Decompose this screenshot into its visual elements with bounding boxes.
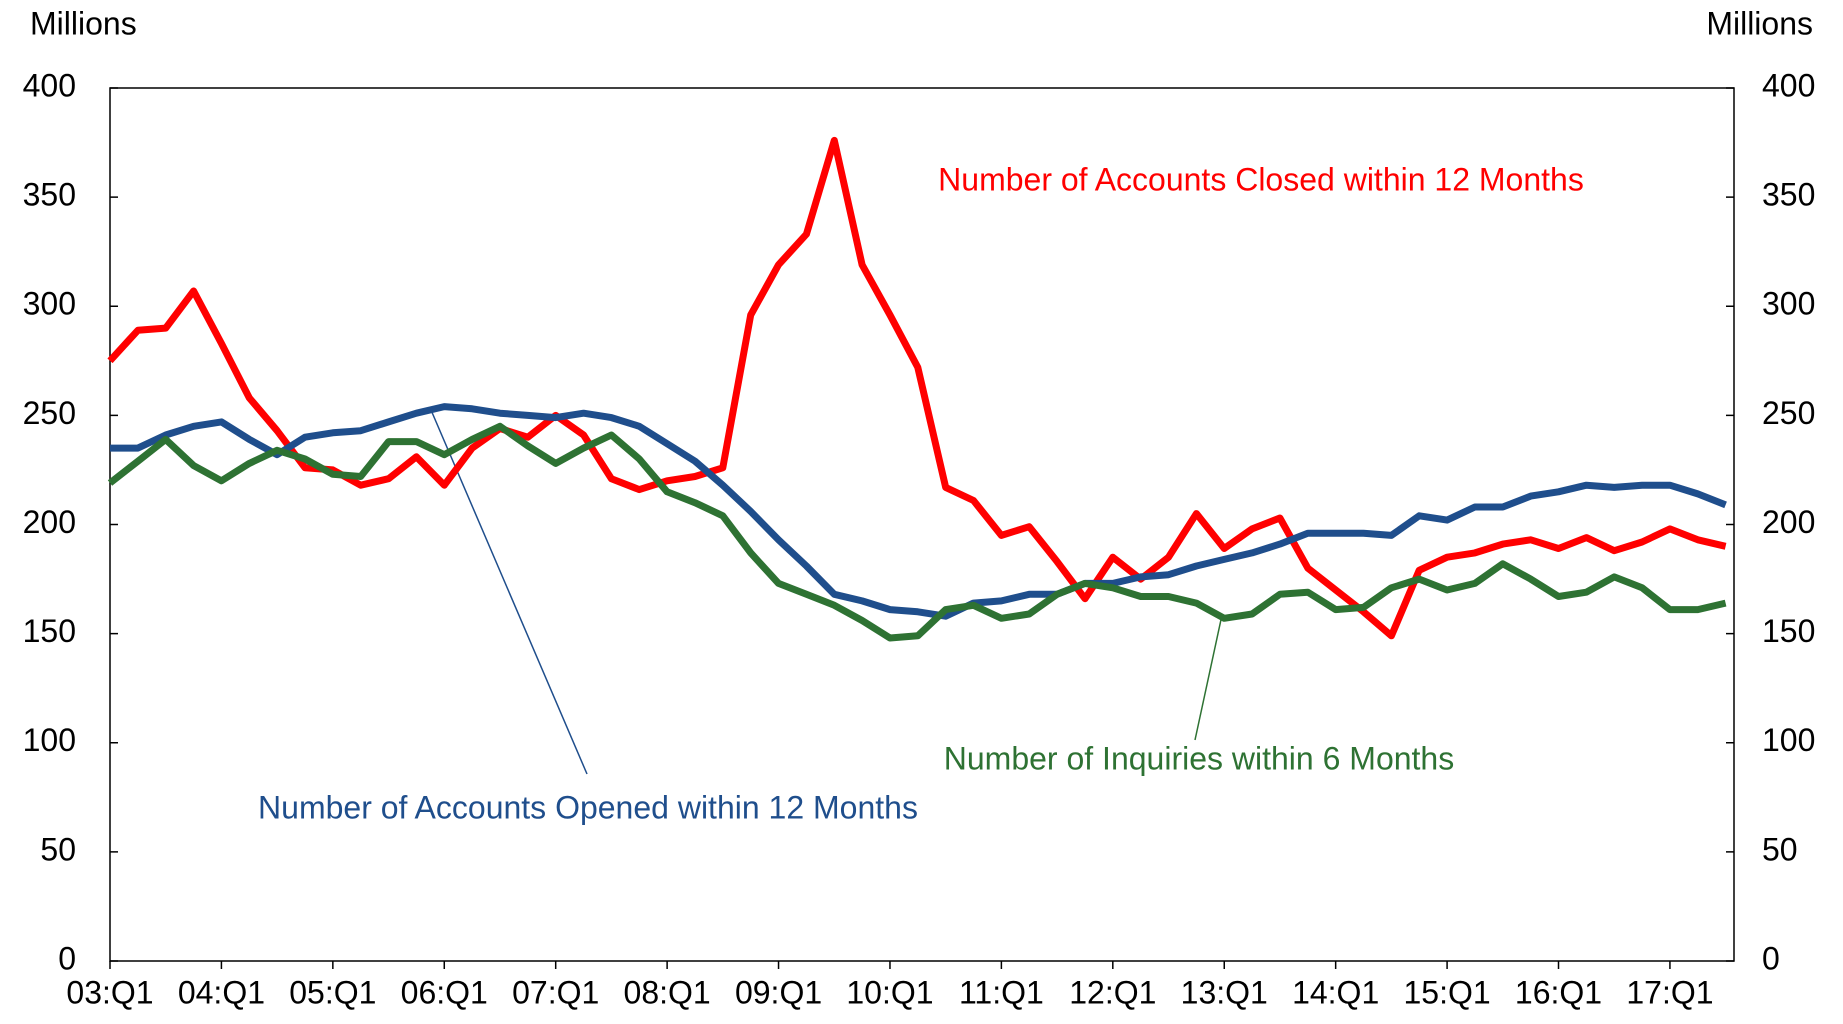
y-tick-label: 100 — [23, 722, 76, 758]
y2-axis-label: Millions — [1706, 5, 1813, 41]
x-tick-label: 05:Q1 — [289, 974, 376, 1010]
x-tick-label: 07:Q1 — [512, 974, 599, 1010]
y2-tick-label: 300 — [1762, 286, 1815, 322]
y2-tick-label: 350 — [1762, 177, 1815, 213]
y-tick-label: 0 — [58, 940, 76, 976]
x-tick-label: 13:Q1 — [1181, 974, 1268, 1010]
x-tick-label: 08:Q1 — [624, 974, 711, 1010]
series-label: Number of Accounts Closed within 12 Mont… — [938, 161, 1584, 197]
y-tick-label: 250 — [23, 395, 76, 431]
y2-tick-label: 100 — [1762, 722, 1815, 758]
y2-tick-label: 400 — [1762, 67, 1815, 103]
series-line — [110, 403, 1727, 620]
series-label: Number of Inquiries within 6 Months — [944, 740, 1454, 776]
y-tick-label: 150 — [23, 613, 76, 649]
leader-line — [430, 409, 588, 775]
y-tick-label: 400 — [23, 67, 76, 103]
y-axis-label: Millions — [30, 5, 137, 41]
x-tick-label: 16:Q1 — [1515, 974, 1602, 1010]
x-tick-label: 10:Q1 — [846, 974, 933, 1010]
series-line — [107, 422, 1727, 642]
series-label: Number of Accounts Opened within 12 Mont… — [258, 789, 918, 825]
y-tick-label: 200 — [23, 504, 76, 540]
y2-tick-label: 0 — [1762, 940, 1780, 976]
y-tick-label: 50 — [40, 831, 76, 867]
x-tick-label: 12:Q1 — [1069, 974, 1156, 1010]
x-tick-label: 17:Q1 — [1626, 974, 1713, 1010]
x-tick-label: 04:Q1 — [178, 974, 265, 1010]
x-tick-label: 06:Q1 — [401, 974, 488, 1010]
x-tick-label: 14:Q1 — [1292, 974, 1379, 1010]
series-line — [107, 136, 1727, 640]
y2-tick-label: 150 — [1762, 613, 1815, 649]
y-tick-label: 300 — [23, 286, 76, 322]
y-tick-label: 350 — [23, 177, 76, 213]
x-tick-label: 11:Q1 — [959, 974, 1044, 1010]
y2-tick-label: 250 — [1762, 395, 1815, 431]
leader-line — [1194, 614, 1223, 741]
x-tick-label: 15:Q1 — [1403, 974, 1490, 1010]
y2-tick-label: 200 — [1762, 504, 1815, 540]
y2-tick-label: 50 — [1762, 831, 1798, 867]
x-tick-label: 09:Q1 — [735, 974, 822, 1010]
x-tick-label: 03:Q1 — [66, 974, 153, 1010]
plot-frame — [109, 87, 1735, 962]
